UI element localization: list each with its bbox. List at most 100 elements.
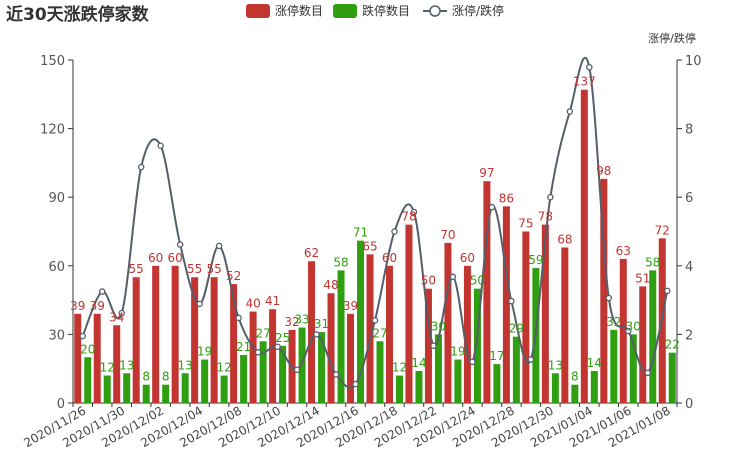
- chart-title: 近30天涨跌停家数: [6, 4, 150, 25]
- data-label-down: 33: [294, 313, 309, 327]
- ratio-point-15: [371, 317, 379, 324]
- bar-up-21: [483, 181, 491, 403]
- ratio-point-28: [625, 327, 632, 335]
- bar-up-5: [171, 265, 179, 403]
- data-label-down: 21: [236, 340, 251, 354]
- bar-up-22: [502, 206, 510, 403]
- data-label-down: 50: [470, 274, 485, 288]
- bar-up-8: [230, 284, 238, 403]
- x-axis-ticks: 2020/11/262020/11/302020/12/022020/12/04…: [21, 403, 678, 450]
- ratio-point-5: [176, 241, 184, 248]
- legend[interactable]: 涨停数目 跌停数目 涨停/跌停: [246, 3, 504, 18]
- y-left-tick-label: 30: [48, 328, 65, 343]
- data-label-up: 60: [460, 251, 475, 265]
- data-label-up: 52: [226, 269, 241, 283]
- data-label-up: 60: [148, 251, 163, 265]
- bar-down-7: [220, 375, 228, 403]
- data-label-up: 34: [109, 310, 124, 324]
- bar-down-8: [240, 354, 248, 403]
- bar-down-4: [162, 384, 170, 403]
- right-axis-name: 涨停/跌停: [648, 31, 696, 45]
- ratio-point-6: [196, 300, 203, 308]
- ratio-point-29: [644, 369, 652, 377]
- bar-up-7: [210, 277, 218, 403]
- bar-up-23: [522, 231, 530, 403]
- data-label-down: 27: [372, 326, 387, 340]
- data-label-up: 55: [206, 262, 221, 276]
- ratio-point-20: [469, 358, 476, 366]
- data-label-down: 14: [411, 356, 426, 370]
- ratio-point-23: [527, 356, 535, 363]
- data-labels: 39 20 39 12 34 13 55 8 60 8 60 13 55 19 55 12 52 21 40 27 41…: [70, 75, 680, 384]
- bar-down-2: [123, 373, 131, 403]
- y-left-tick-label: 150: [40, 54, 65, 69]
- legend-label: 涨停数目: [275, 3, 323, 18]
- bar-down-22: [512, 336, 520, 403]
- bar-up-28: [619, 258, 627, 403]
- y-right-tick-label: 2: [685, 328, 693, 343]
- data-label-up: 51: [635, 271, 650, 285]
- ratio-point-24: [547, 193, 554, 201]
- bar-up-1: [93, 313, 101, 403]
- bar-up-29: [639, 286, 647, 403]
- data-label-up: 68: [557, 233, 572, 247]
- bar-up-17: [405, 224, 413, 403]
- data-label-down: 29: [509, 322, 524, 336]
- ratio-point-30: [664, 287, 671, 295]
- data-label-down: 58: [645, 255, 660, 269]
- bar-down-17: [415, 370, 423, 403]
- data-label-up: 78: [401, 210, 416, 224]
- data-label-up: 55: [129, 262, 144, 276]
- bar-down-15: [376, 341, 384, 403]
- data-label-down: 20: [80, 342, 95, 356]
- data-label-up: 39: [343, 299, 358, 313]
- ratio-point-12: [313, 331, 320, 338]
- ratio-point-21: [488, 203, 496, 211]
- bar-up-9: [249, 311, 257, 403]
- ratio-point-0: [79, 332, 86, 340]
- data-label-down: 12: [392, 361, 407, 375]
- data-label-down: 58: [333, 255, 348, 269]
- bar-down-19: [454, 359, 462, 403]
- ratio-point-1: [98, 288, 106, 295]
- data-label-down: 8: [571, 370, 579, 384]
- bar-down-1: [103, 375, 111, 403]
- bar-up-12: [308, 261, 316, 403]
- bar-up-25: [561, 247, 569, 403]
- bar-up-19: [444, 242, 452, 403]
- bar-up-18: [424, 288, 432, 403]
- data-label-up: 41: [265, 294, 280, 308]
- ratio-point-7: [215, 242, 223, 250]
- data-label-up: 72: [655, 223, 670, 237]
- data-label-up: 137: [573, 75, 596, 89]
- data-label-up: 50: [421, 274, 436, 288]
- legend-item-1[interactable]: 涨停数目: [246, 3, 323, 18]
- data-label-up: 63: [616, 244, 631, 258]
- legend-label: 涨停/跌停: [452, 3, 504, 18]
- data-label-down: 13: [178, 358, 193, 372]
- line-layer: [79, 56, 671, 389]
- ratio-point-16: [391, 228, 398, 235]
- bar-down-9: [259, 341, 267, 403]
- bar-down-14: [357, 240, 365, 403]
- legend-item-3[interactable]: 涨停/跌停: [423, 3, 504, 18]
- data-label-up: 55: [187, 262, 202, 276]
- legend-label: 跌停数目: [362, 3, 410, 18]
- data-label-down: 19: [450, 345, 465, 359]
- bar-up-3: [132, 277, 140, 403]
- ratio-point-18: [430, 342, 437, 349]
- data-label-up: 65: [362, 239, 377, 253]
- bar-down-10: [279, 345, 287, 403]
- bar-up-27: [600, 178, 608, 403]
- data-label-down: 8: [162, 370, 170, 384]
- bar-down-18: [434, 334, 442, 403]
- legend-item-2[interactable]: 跌停数目: [333, 3, 410, 18]
- data-label-down: 32: [606, 315, 621, 329]
- data-label-down: 12: [100, 361, 115, 375]
- data-label-down: 59: [528, 253, 543, 267]
- data-label-up: 62: [304, 246, 319, 260]
- ratio-point-27: [605, 294, 613, 302]
- bar-up-26: [580, 89, 588, 403]
- bar-down-16: [395, 375, 403, 403]
